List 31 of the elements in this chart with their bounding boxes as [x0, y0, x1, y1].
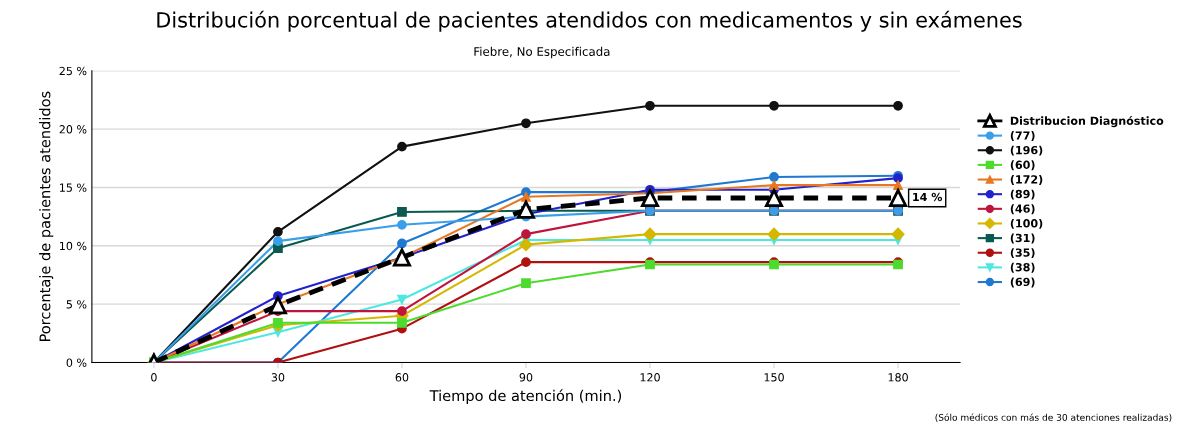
legend-label: (60)	[1010, 160, 1035, 171]
text: (Sólo médicos con más de 30 atenciones realizadas)	[935, 413, 1172, 422]
legend-label: (100)	[1010, 218, 1043, 229]
y-tick-label: 0 %	[66, 358, 87, 367]
x-tick-label: 30	[271, 373, 285, 382]
y-tick-label: 25 %	[59, 66, 87, 76]
legend-label: (69)	[1010, 277, 1035, 288]
x-tick-label: 150	[764, 373, 784, 382]
y-axis-title: Porcentaje de pacientes atendidos	[39, 91, 54, 342]
x-axis-title: Tiempo de atención (min.)	[429, 389, 622, 404]
y-tick-label: 10 %	[60, 241, 87, 251]
legend-label: (35)	[1010, 248, 1035, 259]
y-tick-label: 20 %	[59, 125, 87, 134]
legend-label: (89)	[1010, 189, 1035, 200]
legend-label: Distribucion Diagnóstico	[1010, 115, 1164, 128]
legend-label: (31)	[1010, 233, 1035, 244]
legend-label: (46)	[1010, 204, 1035, 215]
y-tick-label: 15 %	[60, 183, 87, 192]
y-tick-label: 5 %	[66, 300, 87, 309]
legend-label: (38)	[1010, 262, 1035, 273]
x-tick-label: 0	[151, 373, 157, 382]
x-tick-label: 180	[888, 373, 908, 382]
x-tick-label: 120	[640, 373, 660, 382]
annotation: 14 %	[913, 192, 943, 202]
chart-title: Distribución porcentual de pacientes atendidos con medicamentos y sin exámenes	[157, 10, 1022, 32]
legend-label: (172)	[1010, 175, 1043, 185]
legend-label: (77)	[1010, 131, 1035, 141]
chart-subtitle: Fiebre, No Especificada	[474, 46, 610, 59]
legend-label: (196)	[1010, 145, 1043, 156]
x-tick-label: 60	[395, 373, 409, 382]
x-tick-label: 90	[519, 373, 533, 382]
